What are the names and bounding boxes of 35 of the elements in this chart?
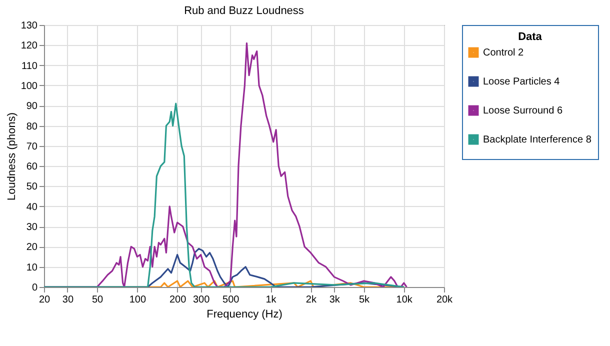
x-axis-title: Frequency (Hz) (206, 308, 282, 320)
y-tick-label: 90 (26, 101, 38, 112)
legend-label: Control 2 (483, 48, 524, 58)
y-tick-label: 100 (20, 80, 38, 92)
y-tick-label: 30 (26, 222, 38, 234)
y-tick-label: 50 (26, 182, 38, 193)
y-tick-label: 10 (26, 262, 38, 274)
x-tick-label: 2k (306, 294, 318, 306)
y-axis-title: Loudness (phons) (6, 112, 18, 201)
x-tick-label: 300 (192, 294, 210, 306)
y-tick-label: 110 (22, 60, 38, 72)
y-tick-label: 60 (26, 162, 38, 173)
x-tick-label: 500 (222, 294, 240, 306)
x-tick-label: 20k (436, 294, 454, 306)
x-tick-label: 3k (329, 294, 341, 306)
x-tick-label: 1k (266, 294, 278, 306)
y-tick-label: 70 (26, 141, 38, 152)
y-tick-label: 40 (26, 202, 38, 213)
x-tick-label: 5k (358, 294, 371, 306)
y-tick-label: 20 (26, 242, 38, 254)
x-tick-label: 100 (129, 294, 146, 306)
x-tick-label: 30 (62, 294, 74, 306)
legend-title: Data (518, 31, 543, 43)
y-tick-label: 0 (32, 282, 38, 294)
chart-title: Rub and Buzz Loudness (184, 5, 304, 17)
y-tick-label: 80 (26, 121, 38, 132)
y-tick-label: 120 (20, 40, 38, 52)
x-tick-label: 50 (92, 294, 104, 306)
x-tick-label: 200 (169, 294, 187, 306)
x-tick-label: 20 (38, 294, 50, 306)
legend-label: Backplate Interference 8 (483, 134, 592, 146)
legend-label: Loose Surround 6 (483, 106, 563, 116)
x-tick-label: 10k (396, 294, 414, 306)
legend-label: Loose Particles 4 (483, 76, 560, 88)
y-tick-label: 130 (20, 20, 38, 32)
